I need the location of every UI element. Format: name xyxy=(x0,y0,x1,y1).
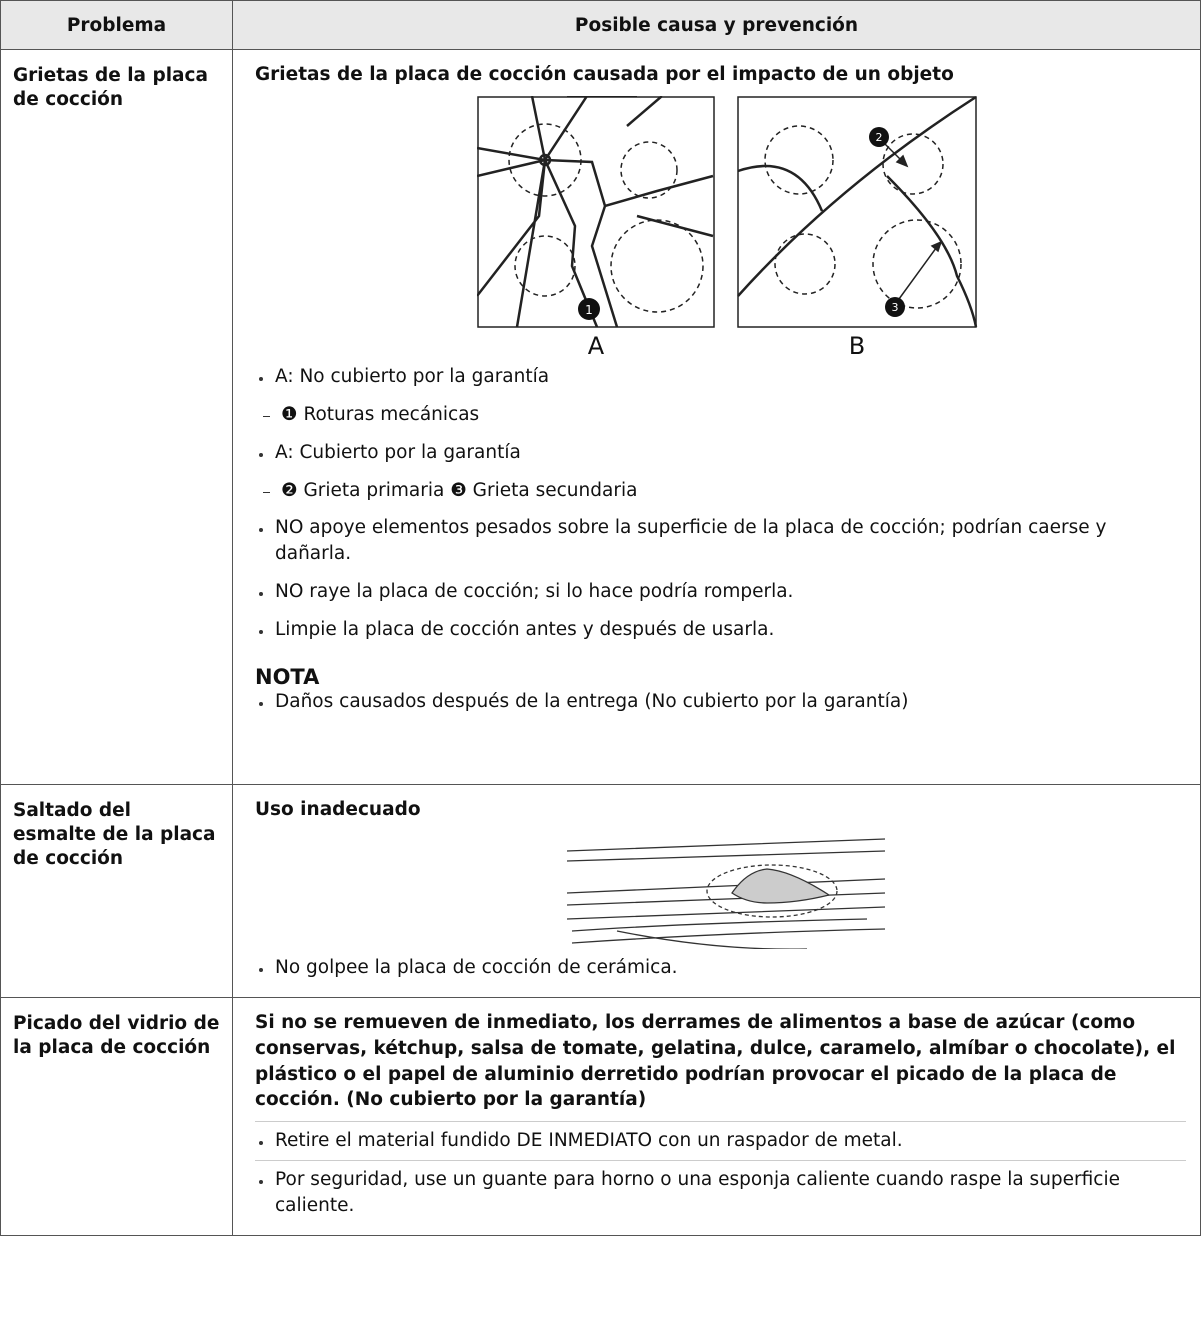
marker xyxy=(869,126,889,147)
heading: Grietas de la placa de cocción causada p… xyxy=(255,64,954,85)
note-title: NOTA xyxy=(255,665,320,690)
item: Retire el material fundido DE INMEDIATO … xyxy=(255,1121,1186,1160)
marker xyxy=(885,296,905,317)
header-row: Problema Posible causa y prevención xyxy=(0,0,1201,50)
item: Limpie la placa de cocción antes y despu… xyxy=(255,611,1186,649)
heading: Uso inadecuado xyxy=(255,799,421,820)
item-list: A: No cubierto por la garantía ❶ Roturas… xyxy=(255,358,1186,649)
item: A: Cubierto por la garantía xyxy=(255,434,1186,472)
header-problem: Problema xyxy=(0,0,233,50)
sub-item: ❶ Roturas mecánicas xyxy=(255,396,1186,434)
hob-lines xyxy=(567,838,886,949)
problem: Grietas de la placa de cocción xyxy=(0,49,233,785)
impact xyxy=(538,153,552,167)
panel-label: A xyxy=(588,332,605,358)
arrows xyxy=(884,143,943,300)
marker-label: 3 xyxy=(892,301,899,314)
item: A: No cubierto por la garantía xyxy=(255,358,1186,396)
note-item: Daños causados después de la entrega (No… xyxy=(255,689,1186,719)
cause: Si no se remueven de inmediato, los derr… xyxy=(232,996,1201,1237)
marker-label: 2 xyxy=(876,131,883,144)
cracks-b xyxy=(737,95,978,328)
marker-label: 1 xyxy=(585,303,593,317)
chip xyxy=(731,868,831,904)
panel-a xyxy=(477,96,715,328)
troubleshooting-table: Problema Posible causa y prevención Grie… xyxy=(0,0,1201,1237)
item: NO apoye elementos pesados sobre la supe… xyxy=(255,509,1186,573)
row: Grietas de la placa de cocción Grietas d… xyxy=(0,49,1201,785)
crack-figure: 1 A 2 3 B xyxy=(477,95,978,358)
header-cause: Posible causa y prevención xyxy=(232,0,1201,50)
panel-b xyxy=(737,96,977,328)
item-list: Retire el material fundido DE INMEDIATO … xyxy=(255,1121,1186,1225)
item-list: No golpee la placa de cocción de cerámic… xyxy=(255,949,1186,987)
cracks-a xyxy=(477,95,714,328)
note-list: Daños causados después de la entrega (No… xyxy=(255,689,1186,719)
cause: Uso inadecuado No golpee la placa de coc… xyxy=(232,784,1201,998)
problem: Saltado del esmalte de la placa de cocci… xyxy=(0,784,233,998)
chip-figure xyxy=(567,838,886,949)
item: NO raye la placa de cocción; si lo hace … xyxy=(255,573,1186,611)
chip-circle xyxy=(706,864,838,918)
burners-b xyxy=(764,125,962,309)
cause: Grietas de la placa de cocción causada p… xyxy=(232,49,1201,785)
panel-label: B xyxy=(849,332,865,358)
sub-item: ❷ Grieta primaria ❸ Grieta secundaria xyxy=(255,472,1186,510)
problem: Picado del vidrio de la placa de cocción xyxy=(0,996,233,1237)
row: Picado del vidrio de la placa de cocción… xyxy=(0,996,1201,1237)
item: No golpee la placa de cocción de cerámic… xyxy=(255,949,1186,987)
marker xyxy=(578,297,600,320)
heading: Si no se remueven de inmediato, los derr… xyxy=(255,1011,1176,1111)
item: Por seguridad, use un guante para horno … xyxy=(255,1160,1186,1225)
row: Saltado del esmalte de la placa de cocci… xyxy=(0,784,1201,998)
